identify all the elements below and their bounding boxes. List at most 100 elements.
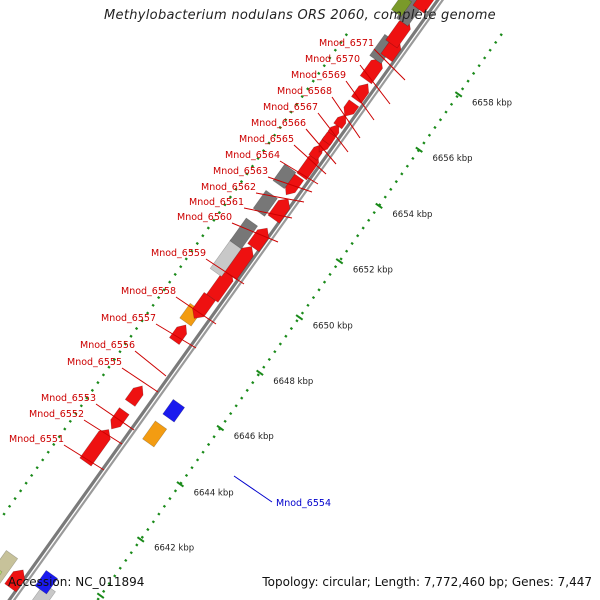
kbp-tick-label: 6642 kbp xyxy=(154,544,194,554)
right-dot xyxy=(389,187,393,191)
gene-feature xyxy=(252,189,278,217)
right-dot xyxy=(383,195,387,199)
left-dot xyxy=(256,156,260,161)
gene-feature xyxy=(142,420,168,448)
kbp-tick-mark xyxy=(454,91,463,98)
left-dot xyxy=(250,164,255,168)
left-dot xyxy=(85,396,89,400)
gene-label: Mnod_6554 xyxy=(276,498,331,509)
right-dot xyxy=(284,334,288,338)
kbp-tick-label: 6648 kbp xyxy=(273,377,313,387)
label-leader xyxy=(293,144,327,175)
left-dot xyxy=(311,79,315,83)
left-dot xyxy=(30,473,34,477)
left-dot xyxy=(328,56,332,60)
left-dot xyxy=(96,381,100,385)
gene-feature xyxy=(162,398,186,423)
label-leader xyxy=(231,222,279,243)
left-dot xyxy=(157,295,161,300)
label-leader xyxy=(155,323,197,349)
label-leader xyxy=(83,419,123,445)
left-dot xyxy=(2,512,6,516)
right-dot xyxy=(367,218,371,222)
left-dot xyxy=(261,149,266,153)
label-leader xyxy=(205,258,245,285)
right-dot xyxy=(124,558,128,563)
gene-label: Mnod_6551 xyxy=(9,434,64,445)
gene-feature xyxy=(333,114,347,130)
right-dot xyxy=(146,527,150,532)
kbp-tick-mark xyxy=(415,146,423,153)
gene-label: Mnod_6552 xyxy=(29,409,84,420)
left-dot xyxy=(13,497,17,501)
right-dot xyxy=(157,512,161,516)
right-dot xyxy=(256,373,260,377)
gene-label: Mnod_6553 xyxy=(41,393,96,404)
kbp-tick-label: 6654 kbp xyxy=(392,210,432,220)
label-leader xyxy=(317,112,349,153)
left-dot xyxy=(118,350,122,354)
right-dot xyxy=(494,40,498,45)
gene-feature xyxy=(327,123,340,138)
label-leader xyxy=(134,350,167,377)
right-dot xyxy=(262,365,266,369)
right-dot xyxy=(102,589,106,593)
left-dot xyxy=(134,326,139,331)
right-dot xyxy=(311,295,316,300)
right-dot xyxy=(168,497,172,501)
left-dot xyxy=(129,334,133,338)
right-dot xyxy=(190,466,194,470)
right-dot xyxy=(499,33,503,37)
gene-feature xyxy=(351,83,370,104)
right-dot xyxy=(350,241,354,246)
gene-feature xyxy=(385,19,411,49)
kbp-tick-mark xyxy=(375,202,383,210)
label-leader xyxy=(345,80,375,121)
right-dot xyxy=(339,257,343,261)
right-dot xyxy=(129,551,133,555)
left-dot xyxy=(289,110,293,114)
gene-feature xyxy=(247,227,270,253)
left-dot xyxy=(107,365,111,369)
gene-label: Mnod_6558 xyxy=(121,286,176,297)
label-leader xyxy=(331,96,361,139)
right-dot xyxy=(466,79,470,83)
gene-label: Mnod_6561 xyxy=(189,197,244,208)
right-dot xyxy=(201,450,205,454)
left-dot xyxy=(190,249,194,253)
right-dot xyxy=(107,582,111,586)
gene-feature xyxy=(224,246,254,281)
left-dot xyxy=(151,303,155,307)
right-dot xyxy=(477,64,481,68)
right-dot xyxy=(223,419,227,423)
left-dot xyxy=(24,481,28,485)
right-dot xyxy=(245,388,249,392)
left-dot xyxy=(140,319,144,323)
left-dot xyxy=(245,172,249,176)
gene-labels: Mnod_6571 Mnod_6570 Mnod_6569 Mnod_6568 Mnod… xyxy=(9,38,374,509)
gene-feature xyxy=(168,324,188,346)
genome-title: Methylobacterium nodulans ORS 2060, comp… xyxy=(104,8,496,23)
kbp-tick-mark xyxy=(136,536,145,543)
right-dot xyxy=(234,404,238,408)
accession-label: Accession: NC_011894 xyxy=(8,575,145,589)
right-dot xyxy=(333,265,338,269)
right-dot xyxy=(212,435,216,439)
left-dot xyxy=(79,404,83,408)
left-dot xyxy=(184,257,188,261)
gene-feature xyxy=(343,99,360,117)
label-leader xyxy=(279,160,319,185)
right-dot xyxy=(206,442,211,447)
gene-label: Mnod_6570 xyxy=(305,54,360,65)
left-dot xyxy=(272,133,277,137)
right-dot xyxy=(372,210,376,215)
left-dot xyxy=(201,234,205,238)
label-leader xyxy=(243,207,293,219)
left-dot xyxy=(239,180,244,184)
right-dot xyxy=(344,249,349,253)
right-dot xyxy=(444,110,448,114)
left-dot xyxy=(339,40,343,45)
gene-label: Mnod_6556 xyxy=(80,340,135,351)
right-dot xyxy=(422,141,426,145)
gene-label: Mnod_6571 xyxy=(319,38,374,49)
